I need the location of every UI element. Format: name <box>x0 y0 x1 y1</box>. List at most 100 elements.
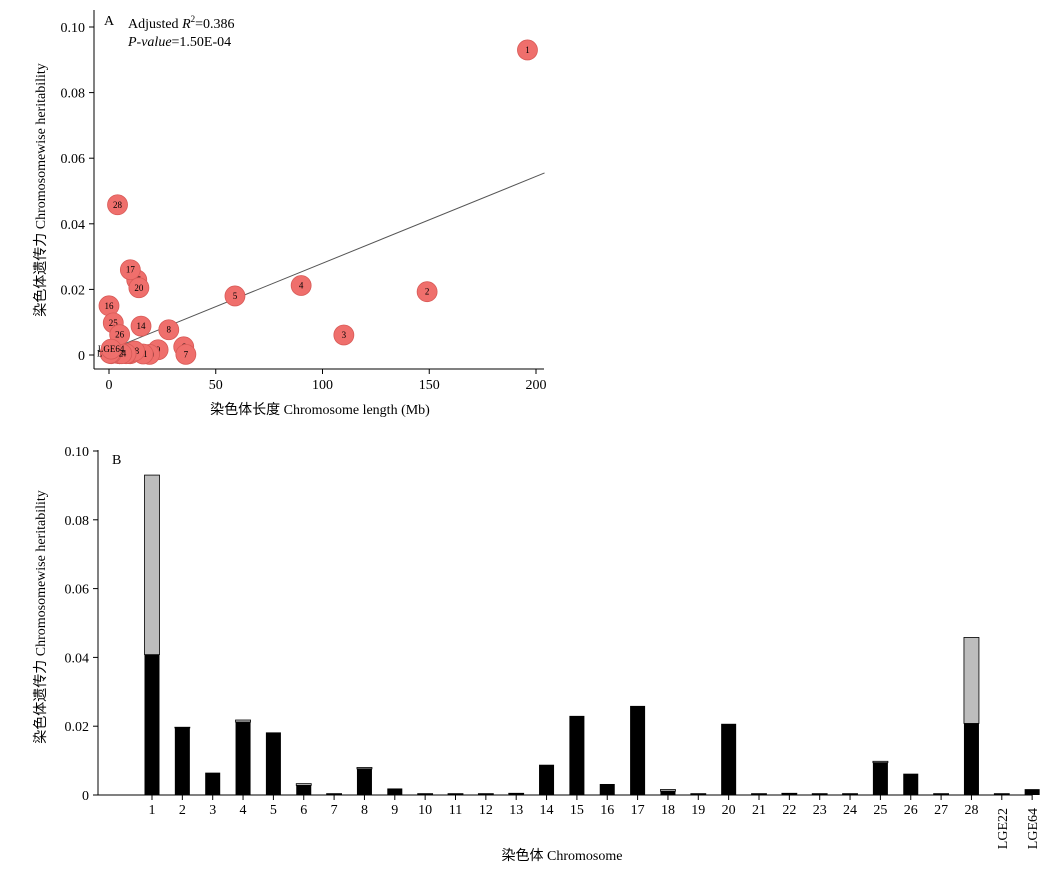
bar-segment-lower <box>539 764 555 795</box>
bar-segment-lower <box>205 772 221 795</box>
bar-segment-lower <box>903 773 919 795</box>
bar-segment-upper <box>872 760 889 764</box>
point-marker <box>517 39 538 61</box>
x-tick-label: 13 <box>509 803 523 818</box>
scatter-point-8: 8 <box>158 319 180 341</box>
bar-14 <box>539 764 555 795</box>
point-marker <box>224 285 246 307</box>
scatter-point-3: 3 <box>333 324 355 346</box>
bar-8 <box>356 767 373 795</box>
point-label: 7 <box>184 349 189 359</box>
bar-segment-upper <box>781 792 798 795</box>
scatter-point-14: 14 <box>130 315 152 337</box>
point-marker <box>175 343 197 365</box>
bar-24 <box>842 793 858 795</box>
bar-segment-lower <box>296 785 312 795</box>
y-tick-label: 0.08 <box>65 514 90 529</box>
panel-a-x-axis-title: 染色体长度 Chromosome length (Mb) <box>210 401 430 418</box>
x-tick-label: 15 <box>570 803 584 818</box>
point-label: 20 <box>134 283 144 293</box>
x-tick-label: 200 <box>526 378 547 393</box>
y-tick-label: 0.10 <box>65 445 90 460</box>
bar-segment-upper <box>477 793 494 795</box>
bar-2 <box>174 726 191 795</box>
bar-segment-lower <box>781 793 797 795</box>
annotation-r-superscript: 2 <box>191 14 196 24</box>
bar-1 <box>144 474 160 795</box>
scatter-point-4: 4 <box>290 275 312 296</box>
bar-segment-lower <box>599 783 615 795</box>
bar-segment-upper <box>751 793 767 795</box>
bar-26 <box>903 773 919 795</box>
p-value-annotation: P-value=1.50E-04 <box>127 35 231 50</box>
bar-11 <box>447 793 464 795</box>
bar-segment-lower <box>235 722 251 795</box>
x-tick-label: 16 <box>600 803 614 818</box>
bar-segment-upper <box>933 793 949 795</box>
bar-lge22 <box>993 793 1010 795</box>
x-tick-label: 0 <box>106 378 113 393</box>
panel-b-label: B <box>112 453 121 468</box>
point-marker <box>130 315 152 337</box>
bar-13 <box>508 792 525 795</box>
bar-segment-upper <box>447 793 464 795</box>
point-label: 16 <box>105 301 115 311</box>
bar-segment-lower <box>1024 789 1040 795</box>
x-tick-label: 8 <box>361 803 368 818</box>
bar-3 <box>205 772 221 795</box>
bar-22 <box>781 792 798 795</box>
y-tick-label: 0.02 <box>65 720 90 735</box>
x-tick-label: 9 <box>391 803 398 818</box>
annotation-r-value: =0.386 <box>195 17 234 32</box>
x-tick-label: 17 <box>631 803 645 818</box>
bar-21 <box>751 793 767 795</box>
bar-17 <box>630 705 646 795</box>
point-label: 3 <box>342 330 347 340</box>
point-marker <box>158 319 180 341</box>
point-label: 8 <box>167 325 172 335</box>
point-marker <box>290 275 312 296</box>
scatter-point-28: 28 <box>107 194 128 216</box>
bar-segment-lower <box>387 788 403 795</box>
x-tick-label: 27 <box>934 803 948 818</box>
x-tick-label: 28 <box>964 803 978 818</box>
x-tick-label: 6 <box>300 803 307 818</box>
adjusted-r2-annotation: Adjusted R2=0.386 <box>128 14 235 32</box>
bar-20 <box>721 723 737 795</box>
bar-lge64 <box>1024 789 1040 795</box>
y-tick-label: 0.08 <box>61 87 86 102</box>
y-tick-label: 0 <box>78 349 85 364</box>
panel-b-x-axis-title: 染色体 Chromosome <box>502 847 623 864</box>
panel-a-label: A <box>104 14 115 29</box>
bar-segment-lower <box>174 727 190 795</box>
point-marker <box>107 194 128 216</box>
scatter-point-17: 17 <box>119 259 141 281</box>
bar-16 <box>599 783 615 795</box>
x-tick-label: 23 <box>813 803 827 818</box>
panel-a-axes <box>93 10 544 370</box>
x-tick-label: 1 <box>149 803 156 818</box>
y-tick-label: 0.04 <box>61 218 86 233</box>
x-tick-label: 2 <box>179 803 186 818</box>
point-label: 4 <box>299 280 304 290</box>
x-tick-label: 20 <box>722 803 736 818</box>
x-tick-label: 11 <box>449 803 462 818</box>
regression-line <box>108 172 545 351</box>
panel-a-y-axis-title: 染色体遗传力 Chromosomewise heritability <box>32 63 49 317</box>
y-tick-label: 0 <box>82 789 89 804</box>
bar-9 <box>387 788 403 795</box>
bar-segment-lower <box>265 732 281 795</box>
y-tick-label: 0.06 <box>61 152 86 167</box>
y-tick-label: 0.06 <box>65 583 90 598</box>
point-marker <box>100 338 122 360</box>
x-tick-label: 21 <box>752 803 766 818</box>
bar-28 <box>963 637 980 795</box>
bar-segment-upper <box>417 793 434 795</box>
scatter-point-20: 20 <box>128 277 150 299</box>
point-label: 24 <box>117 349 127 359</box>
x-tick-label: 22 <box>782 803 796 818</box>
bar-19 <box>690 793 707 795</box>
bar-12 <box>477 793 494 795</box>
point-label: 5 <box>233 291 238 301</box>
